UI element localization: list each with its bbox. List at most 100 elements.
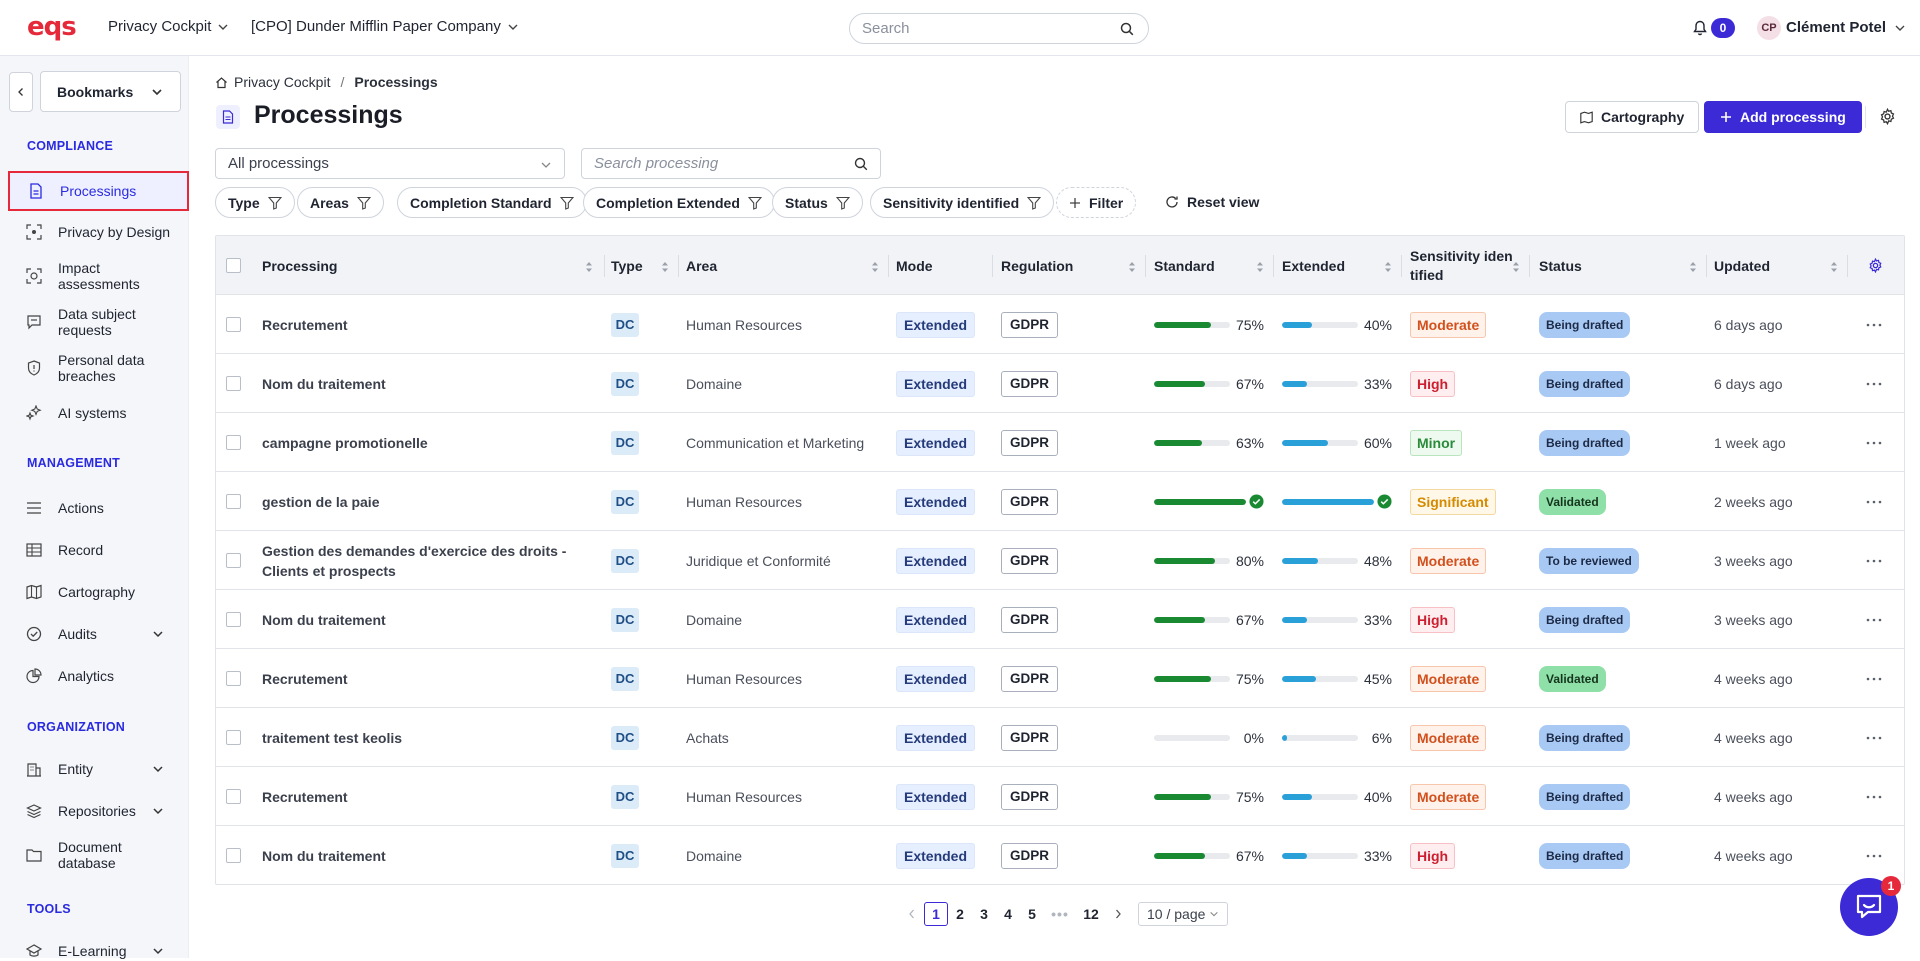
bookmarks-dropdown[interactable]: Bookmarks <box>40 71 181 112</box>
more-options-icon[interactable] <box>1866 559 1882 563</box>
table-row[interactable]: campagne promotionelle DC Communication … <box>216 413 1904 472</box>
sidebar-item-privacy-by-design[interactable]: Privacy by Design <box>8 222 188 242</box>
sidebar-item-document-database[interactable]: Document database <box>8 838 138 872</box>
row-checkbox[interactable] <box>226 671 241 686</box>
column-updated[interactable]: Updated <box>1714 236 1770 295</box>
sidebar-item-impact-assessments[interactable]: Impact assessments <box>8 259 140 293</box>
logo[interactable]: eqs <box>27 12 77 42</box>
add-processing-button[interactable]: Add processing <box>1704 101 1862 133</box>
home-icon[interactable] <box>215 76 228 89</box>
processing-name[interactable]: Recrutement <box>262 316 348 333</box>
more-options-icon[interactable] <box>1866 854 1882 858</box>
page-3[interactable]: 3 <box>980 906 988 922</box>
filter-status[interactable]: Status <box>772 187 863 218</box>
prev-page-button[interactable] <box>900 902 924 926</box>
sort-icon[interactable] <box>661 261 669 273</box>
column-regulation[interactable]: Regulation <box>1001 236 1073 295</box>
column-area[interactable]: Area <box>686 236 717 295</box>
sidebar-item-elearning[interactable]: E-Learning <box>8 941 188 961</box>
more-options-icon[interactable] <box>1866 736 1882 740</box>
sidebar-item-analytics[interactable]: Analytics <box>8 666 188 686</box>
table-row[interactable]: Nom du traitement DC Domaine Extended GD… <box>216 354 1904 413</box>
bell-icon[interactable] <box>1693 20 1707 36</box>
processings-scope-select[interactable]: All processings <box>215 148 565 179</box>
table-row[interactable]: gestion de la paie DC Human Resources Ex… <box>216 472 1904 531</box>
sort-icon[interactable] <box>1689 261 1697 273</box>
next-page-button[interactable] <box>1106 902 1130 926</box>
column-type[interactable]: Type <box>611 236 643 295</box>
processing-name[interactable]: gestion de la paie <box>262 493 380 510</box>
column-settings-gear-icon[interactable] <box>1868 258 1883 273</box>
gear-icon[interactable] <box>1879 108 1896 125</box>
table-row[interactable]: traitement test keolis DC Achats Extende… <box>216 708 1904 767</box>
row-checkbox[interactable] <box>226 612 241 627</box>
sidebar-item-cartography[interactable]: Cartography <box>8 582 188 602</box>
processing-name[interactable]: Nom du traitement <box>262 611 386 628</box>
sort-icon[interactable] <box>585 261 593 273</box>
processing-name[interactable]: campagne promotionelle <box>262 434 428 451</box>
row-checkbox[interactable] <box>226 789 241 804</box>
sort-icon[interactable] <box>1128 261 1136 273</box>
page-last[interactable]: 12 <box>1083 906 1099 922</box>
sidebar-item-personal-data-breaches[interactable]: Personal data breaches <box>8 351 148 385</box>
row-checkbox[interactable] <box>226 317 241 332</box>
processing-name[interactable]: Nom du traitement <box>262 375 386 392</box>
sort-icon[interactable] <box>1830 261 1838 273</box>
breadcrumb-root[interactable]: Privacy Cockpit <box>234 74 331 90</box>
filter-completion-standard[interactable]: Completion Standard <box>397 187 587 218</box>
add-filter-button[interactable]: Filter <box>1056 187 1137 218</box>
page-1[interactable]: 1 <box>924 902 948 926</box>
collapse-sidebar-button[interactable] <box>9 72 33 112</box>
table-row[interactable]: Gestion des demandes d'exercice des droi… <box>216 531 1904 590</box>
processing-name[interactable]: traitement test keolis <box>262 729 403 746</box>
table-row[interactable]: Recrutement DC Human Resources Extended … <box>216 767 1904 826</box>
cartography-button[interactable]: Cartography <box>1565 101 1700 133</box>
sidebar-item-data-subject-requests[interactable]: Data subject requests <box>8 305 148 339</box>
global-search-input[interactable] <box>862 20 1112 37</box>
workspace-selector[interactable]: Privacy Cockpit <box>108 18 229 35</box>
more-options-icon[interactable] <box>1866 323 1882 327</box>
row-checkbox[interactable] <box>226 730 241 745</box>
company-selector[interactable]: [CPO] Dunder Mifflin Paper Company <box>251 18 519 35</box>
filter-sensitivity[interactable]: Sensitivity identified <box>870 187 1055 218</box>
table-row[interactable]: Recrutement DC Human Resources Extended … <box>216 295 1904 354</box>
page-ellipsis[interactable]: ••• <box>1051 906 1069 922</box>
select-all-checkbox[interactable] <box>226 258 241 273</box>
more-options-icon[interactable] <box>1866 500 1882 504</box>
more-options-icon[interactable] <box>1866 382 1882 386</box>
row-checkbox[interactable] <box>226 376 241 391</box>
column-extended[interactable]: Extended <box>1282 236 1345 295</box>
column-processing[interactable]: Processing <box>262 236 337 295</box>
sort-icon[interactable] <box>1384 261 1392 273</box>
processing-name[interactable]: Gestion des demandes d'exercice des droi… <box>262 542 567 579</box>
sidebar-item-audits[interactable]: Audits <box>8 624 188 644</box>
page-2[interactable]: 2 <box>956 906 964 922</box>
page-5[interactable]: 5 <box>1028 906 1036 922</box>
global-search[interactable] <box>849 13 1149 44</box>
row-checkbox[interactable] <box>226 553 241 568</box>
row-checkbox[interactable] <box>226 848 241 863</box>
avatar[interactable]: CP <box>1757 16 1781 40</box>
page-size-select[interactable]: 10 / page <box>1138 902 1229 926</box>
processing-name[interactable]: Nom du traitement <box>262 847 386 864</box>
notification-count[interactable]: 0 <box>1711 18 1735 38</box>
processing-search[interactable] <box>581 148 881 179</box>
column-sensitivity[interactable]: Sensitivity iden tified <box>1410 236 1513 295</box>
filter-type[interactable]: Type <box>215 187 295 218</box>
more-options-icon[interactable] <box>1866 677 1882 681</box>
filter-completion-extended[interactable]: Completion Extended <box>583 187 775 218</box>
row-checkbox[interactable] <box>226 494 241 509</box>
processing-search-input[interactable] <box>594 155 844 172</box>
sidebar-item-repositories[interactable]: Repositories <box>8 801 188 821</box>
sort-icon[interactable] <box>871 261 879 273</box>
user-menu[interactable]: Clément Potel <box>1786 19 1906 36</box>
page-4[interactable]: 4 <box>1004 906 1012 922</box>
column-standard[interactable]: Standard <box>1154 236 1215 295</box>
sidebar-item-actions[interactable]: Actions <box>8 498 188 518</box>
table-row[interactable]: Nom du traitement DC Domaine Extended GD… <box>216 826 1904 885</box>
more-options-icon[interactable] <box>1866 795 1882 799</box>
processing-name[interactable]: Recrutement <box>262 670 348 687</box>
column-status[interactable]: Status <box>1539 236 1582 295</box>
sidebar-item-ai-systems[interactable]: AI systems <box>8 403 188 423</box>
processing-name[interactable]: Recrutement <box>262 788 348 805</box>
